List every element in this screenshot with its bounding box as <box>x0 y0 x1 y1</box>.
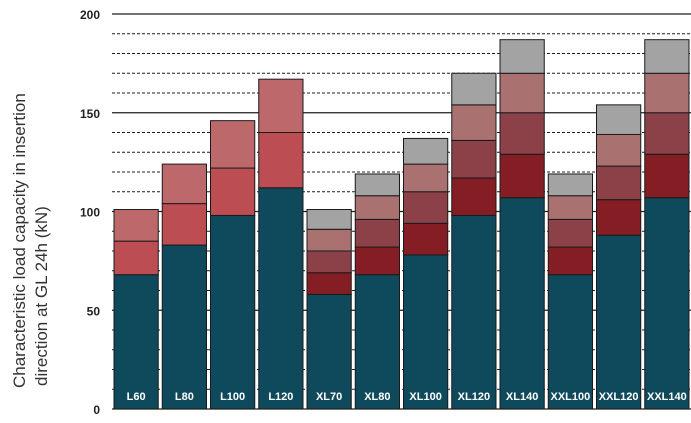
bar-segment <box>499 39 545 74</box>
bar-segment <box>547 195 593 220</box>
bar-segment <box>644 153 690 199</box>
bar-segment <box>499 72 545 114</box>
bar-segment <box>354 173 400 197</box>
bar-category-label: XL80 <box>364 391 390 403</box>
y-tick-label: 200 <box>80 8 100 22</box>
bar-segment <box>161 244 207 410</box>
bar-segment <box>210 214 256 410</box>
bar-segment <box>354 246 400 276</box>
bar-segment <box>451 139 497 179</box>
bar-segment <box>258 187 304 410</box>
bar-segment <box>596 234 642 410</box>
bar-category-label: L60 <box>127 391 146 403</box>
bar-segment <box>644 72 690 114</box>
bar-segment <box>306 293 352 410</box>
bar-segment <box>547 218 593 248</box>
bar-segment <box>451 104 497 141</box>
bar-segment <box>354 218 400 248</box>
bar-category-label: XL140 <box>506 391 538 403</box>
bar-segment <box>596 104 642 135</box>
bar-segment <box>354 274 400 410</box>
bar-segment <box>306 228 352 252</box>
bar-segment <box>210 120 256 169</box>
bar-segment <box>306 272 352 295</box>
bar-category-label: XXL140 <box>647 391 687 403</box>
bar-segment <box>499 112 545 155</box>
bar-segment <box>161 163 207 205</box>
bar-category-label: XL120 <box>458 391 490 403</box>
bar-category-label: L80 <box>175 391 194 403</box>
bar-segment <box>403 191 449 224</box>
bar-segment <box>644 39 690 74</box>
bar-segment <box>451 72 497 106</box>
bar-category-label: L120 <box>268 391 293 403</box>
bar-segment <box>306 209 352 230</box>
y-tick-label: 100 <box>80 206 100 220</box>
bar-category-label: XL100 <box>409 391 441 403</box>
bar-segment <box>547 173 593 197</box>
bar-segment <box>113 209 159 242</box>
y-tick-label: 0 <box>93 403 100 417</box>
bar-segment <box>547 274 593 410</box>
bar-segment <box>596 133 642 167</box>
bar-segment <box>403 163 449 193</box>
bar-segment <box>499 197 545 410</box>
bar-segment <box>210 167 256 216</box>
bar-segment <box>258 132 304 189</box>
bar-segment <box>258 78 304 134</box>
bar-segment <box>644 112 690 155</box>
bar-category-label: L100 <box>220 391 245 403</box>
bar-segment <box>161 203 207 246</box>
bar-segment <box>451 214 497 410</box>
bar-category-label: XXL120 <box>599 391 639 403</box>
bar-segment <box>596 199 642 236</box>
bar-segment <box>644 197 690 410</box>
bar-category-label: XXL100 <box>551 391 591 403</box>
bar-segment <box>403 137 449 165</box>
bar-category-label: XL70 <box>316 391 342 403</box>
y-tick-label: 150 <box>80 107 100 121</box>
bar-segment <box>451 177 497 216</box>
bar-segment <box>113 274 159 410</box>
bar-segment <box>354 195 400 220</box>
bar-segment <box>306 250 352 274</box>
bar-segment <box>113 240 159 276</box>
y-tick-label: 50 <box>87 304 101 318</box>
bar-segment <box>596 165 642 201</box>
bar-segment <box>547 246 593 276</box>
bar-segment <box>403 254 449 410</box>
bar-segment <box>499 153 545 199</box>
bar-segment <box>403 222 449 256</box>
